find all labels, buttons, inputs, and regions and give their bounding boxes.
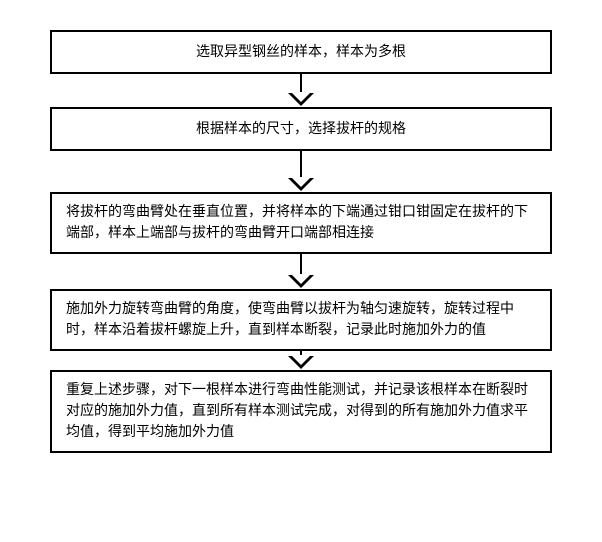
- arrow-stem: [300, 151, 302, 179]
- step-text: 将拔杆的弯曲臂处在垂直位置，并将样本的下端通过钳口钳固定在拔杆的下端部，样本上端…: [66, 202, 536, 244]
- arrow-stem: [300, 74, 302, 94]
- step-text: 施加外力旋转弯曲臂的角度，使弯曲臂以拔杆为轴匀速旋转，旋转过程中时，样本沿着拔杆…: [66, 299, 536, 341]
- step-text: 重复上述步骤，对下一根样本进行弯曲性能测试，并记录该根样本在断裂时对应的施加外力…: [66, 380, 536, 443]
- flow-step-3: 将拔杆的弯曲臂处在垂直位置，并将样本的下端通过钳口钳固定在拔杆的下端部，样本上端…: [50, 192, 552, 254]
- flow-step-1: 选取异型钢丝的样本，样本为多根: [50, 30, 552, 74]
- flow-step-2: 根据样本的尺寸，选择拔杆的规格: [50, 107, 552, 151]
- flow-arrow-1: [288, 74, 314, 107]
- arrow-head-icon: [288, 276, 314, 289]
- step-text: 选取异型钢丝的样本，样本为多根: [196, 42, 406, 63]
- flowchart-container: 选取异型钢丝的样本，样本为多根 根据样本的尺寸，选择拔杆的规格 将拔杆的弯曲臂处…: [0, 0, 602, 483]
- arrow-stem: [300, 254, 302, 276]
- flow-step-5: 重复上述步骤，对下一根样本进行弯曲性能测试，并记录该根样本在断裂时对应的施加外力…: [50, 370, 552, 453]
- arrow-head-icon: [288, 179, 314, 192]
- flow-arrow-3: [288, 254, 314, 289]
- arrow-head-icon: [288, 357, 314, 370]
- arrow-head-icon: [288, 94, 314, 107]
- flow-arrow-4: [288, 351, 314, 370]
- flow-step-4: 施加外力旋转弯曲臂的角度，使弯曲臂以拔杆为轴匀速旋转，旋转过程中时，样本沿着拔杆…: [50, 289, 552, 351]
- step-text: 根据样本的尺寸，选择拔杆的规格: [196, 119, 406, 140]
- flow-arrow-2: [288, 151, 314, 192]
